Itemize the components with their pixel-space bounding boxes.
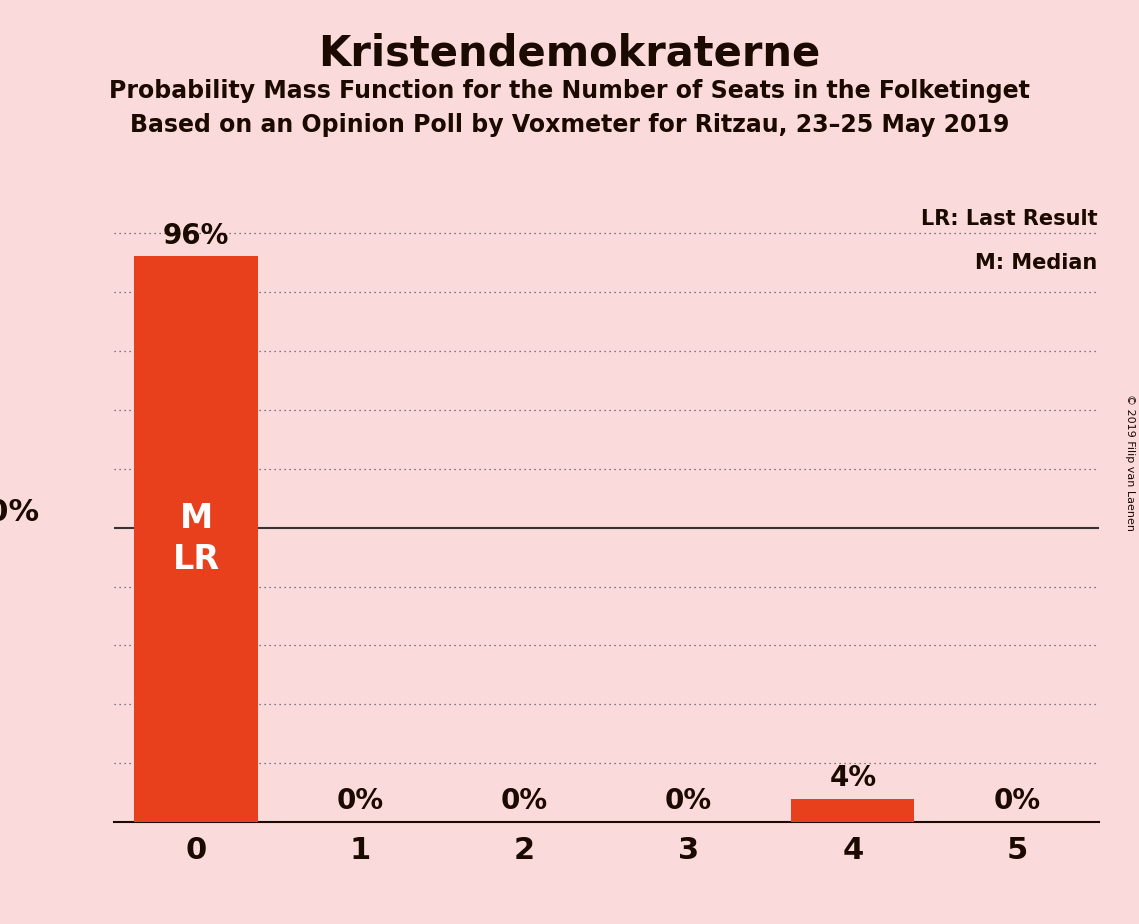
Text: M
LR: M LR [172,503,220,577]
Text: © 2019 Filip van Laenen: © 2019 Filip van Laenen [1125,394,1134,530]
Text: 96%: 96% [163,223,229,250]
Text: 0%: 0% [993,787,1041,815]
Text: 50%: 50% [0,498,40,528]
Text: Kristendemokraterne: Kristendemokraterne [319,32,820,74]
Text: M: Median: M: Median [975,253,1097,273]
Text: 0%: 0% [337,787,384,815]
Text: LR: Last Result: LR: Last Result [920,210,1097,229]
Bar [134,256,257,822]
Text: 0%: 0% [501,787,548,815]
Bar [792,798,915,822]
Text: Probability Mass Function for the Number of Seats in the Folketinget: Probability Mass Function for the Number… [109,79,1030,103]
Text: Based on an Opinion Poll by Voxmeter for Ritzau, 23–25 May 2019: Based on an Opinion Poll by Voxmeter for… [130,113,1009,137]
Text: 4%: 4% [829,764,876,792]
Text: 0%: 0% [665,787,712,815]
